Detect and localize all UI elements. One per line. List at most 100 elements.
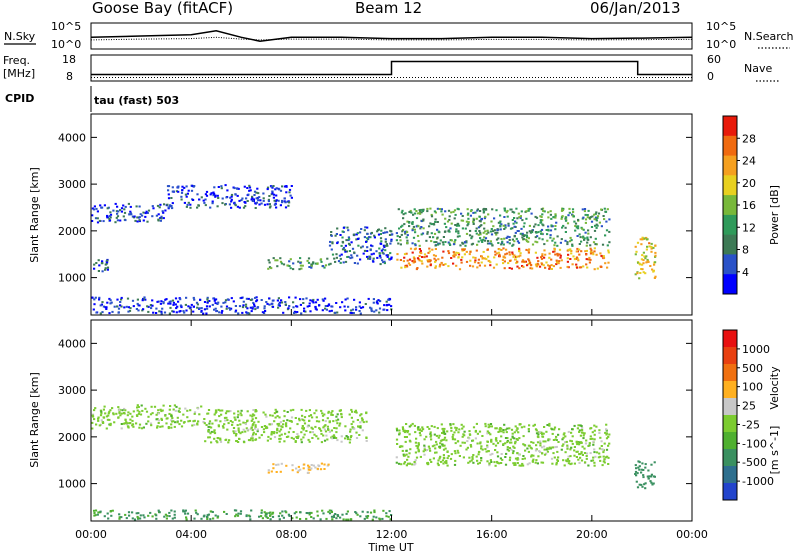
vel-cells-cell xyxy=(417,428,420,431)
power-cells-cell xyxy=(434,248,437,250)
vel-cells-cell xyxy=(131,419,134,422)
vel-cells-cell xyxy=(565,459,568,462)
nsky-tick-high: 10^5 xyxy=(51,20,81,33)
vel-cells-cell xyxy=(298,419,301,422)
vel-cells-cell xyxy=(233,432,236,435)
power-cells-cell xyxy=(412,213,415,216)
power-cells-cell xyxy=(402,229,405,231)
vel-cells-cell xyxy=(437,436,440,439)
vel-cells-cell xyxy=(315,435,318,438)
vel-cells-cell xyxy=(303,419,306,422)
power-cells-cell xyxy=(196,306,199,309)
power-cells-cell xyxy=(143,296,146,299)
power-cells-cell xyxy=(184,303,187,306)
vel-cells-cell xyxy=(99,510,102,513)
power-cells-cell xyxy=(421,232,425,235)
power-cells-cell xyxy=(503,209,506,212)
vel-cells-cell xyxy=(414,441,417,444)
power-cells-cell xyxy=(594,212,597,215)
power-cells-cell xyxy=(94,217,98,220)
vel-cells-cell xyxy=(420,430,423,432)
power-cells-cell xyxy=(461,215,464,217)
power-cells-cell xyxy=(224,184,227,187)
vel-cells-cell xyxy=(400,463,403,466)
power-cells-cell xyxy=(251,306,254,309)
vel-cells-cell xyxy=(646,475,649,478)
vel-cells-cell xyxy=(398,429,401,432)
power-cells-cell xyxy=(260,299,263,301)
vel-cells-cell xyxy=(536,441,540,444)
power-cells-cell xyxy=(534,263,538,266)
power-cells-cell xyxy=(643,255,646,258)
vel-cells-cell xyxy=(344,425,347,428)
power-cells-cell xyxy=(570,252,573,255)
power-cells-cell xyxy=(564,231,567,233)
vel-cells-cell xyxy=(307,467,310,469)
power-cells-cell xyxy=(525,240,529,243)
vel-cells-cell xyxy=(638,465,641,468)
vel-cells-cell xyxy=(575,441,578,444)
vel-cells-cell xyxy=(495,437,498,440)
vel-cells-cell xyxy=(91,427,94,430)
power-cells-cell xyxy=(271,305,275,308)
vel-cells-cell xyxy=(227,422,230,425)
vel-cells-cell xyxy=(106,418,109,421)
power-cells-cell xyxy=(465,260,469,263)
vel-cells-cell xyxy=(178,411,181,413)
power-cells-cell xyxy=(472,218,475,221)
power-cells-cell xyxy=(477,261,480,264)
vel-cells-cell xyxy=(548,438,551,441)
power-cells-cell xyxy=(488,242,491,245)
power-cells-cell xyxy=(430,215,434,218)
power-cells-cell xyxy=(251,307,254,310)
vel-cells-cell xyxy=(500,453,503,455)
power-cells-cell xyxy=(562,207,565,210)
vel-cells-cell xyxy=(535,429,538,432)
vel-cells-cell xyxy=(604,456,607,459)
power-cells-cell xyxy=(413,208,416,211)
power-cells-cell xyxy=(389,252,392,255)
vel-cells-cell xyxy=(411,463,414,466)
vel-cells-cell xyxy=(608,442,611,445)
vel-cells-cell xyxy=(444,447,447,450)
power-cells-cell xyxy=(597,212,601,215)
vel-cells-cell xyxy=(186,409,189,412)
vel-cells-cell xyxy=(573,446,576,448)
vel-cells-cell xyxy=(173,513,176,516)
power-cells-cell xyxy=(649,265,652,267)
vel-cells-cell xyxy=(568,460,571,462)
vel-cells-cell xyxy=(436,427,439,430)
power-cells-cell xyxy=(522,234,525,237)
vel-cells-cell xyxy=(119,414,122,417)
power-cells-cell xyxy=(475,217,478,220)
power-cells-cell xyxy=(430,240,433,243)
vel-cells-cell xyxy=(520,426,523,429)
power-cells-cell xyxy=(506,235,509,238)
power-cells-cell xyxy=(555,259,558,262)
vel-cells-cell xyxy=(506,437,509,439)
vel-cells-cell xyxy=(466,440,469,443)
power-cells-cell xyxy=(127,310,130,313)
power-cells-cell xyxy=(403,253,407,256)
vel-cells-cell xyxy=(494,464,497,467)
vel-cells-cell xyxy=(351,410,354,413)
power-cells-cell xyxy=(511,227,514,230)
power-cells-cell xyxy=(360,228,363,230)
vel-cells-cell xyxy=(404,440,407,443)
vel-cells-cell xyxy=(275,471,278,473)
power-cells-cell xyxy=(406,234,409,237)
vel-cells-cell xyxy=(108,410,111,413)
vel-cells-cell xyxy=(192,420,195,423)
vel-cells-cell xyxy=(431,445,434,448)
power-cells-cell xyxy=(585,244,588,247)
power-cells-cell xyxy=(351,247,355,250)
power-cells-cell xyxy=(570,239,573,242)
power-cells-cell xyxy=(379,233,382,235)
power-cells-cell xyxy=(549,234,552,237)
power-cells-cell xyxy=(145,210,148,213)
vel-cells-cell xyxy=(101,421,105,424)
power-cells-cell xyxy=(453,255,456,258)
power-cells-cell xyxy=(634,245,637,248)
vel-cells-cell xyxy=(557,456,560,459)
power-cells-cell xyxy=(259,199,262,202)
